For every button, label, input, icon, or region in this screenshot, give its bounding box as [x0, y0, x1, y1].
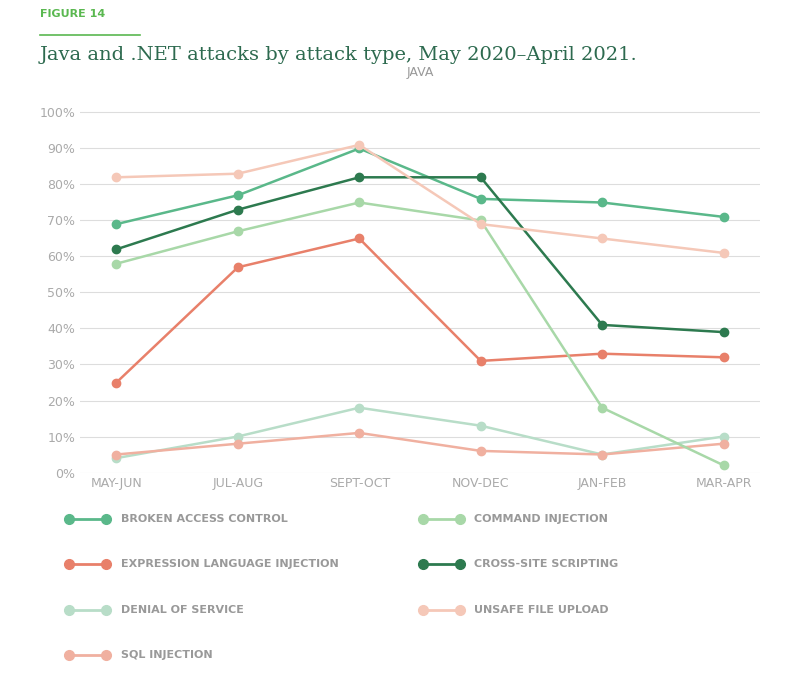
Text: CROSS-SITE SCRIPTING: CROSS-SITE SCRIPTING	[474, 560, 618, 570]
Text: FIGURE 14: FIGURE 14	[40, 9, 106, 19]
Text: JAVA: JAVA	[406, 66, 434, 80]
Text: EXPRESSION LANGUAGE INJECTION: EXPRESSION LANGUAGE INJECTION	[121, 560, 338, 570]
Text: DENIAL OF SERVICE: DENIAL OF SERVICE	[121, 605, 244, 615]
Text: Java and .NET attacks by attack type, May 2020–April 2021.: Java and .NET attacks by attack type, Ma…	[40, 46, 638, 63]
Text: COMMAND INJECTION: COMMAND INJECTION	[474, 514, 608, 524]
Text: SQL INJECTION: SQL INJECTION	[121, 651, 213, 661]
Text: UNSAFE FILE UPLOAD: UNSAFE FILE UPLOAD	[474, 605, 609, 615]
Text: BROKEN ACCESS CONTROL: BROKEN ACCESS CONTROL	[121, 514, 288, 524]
